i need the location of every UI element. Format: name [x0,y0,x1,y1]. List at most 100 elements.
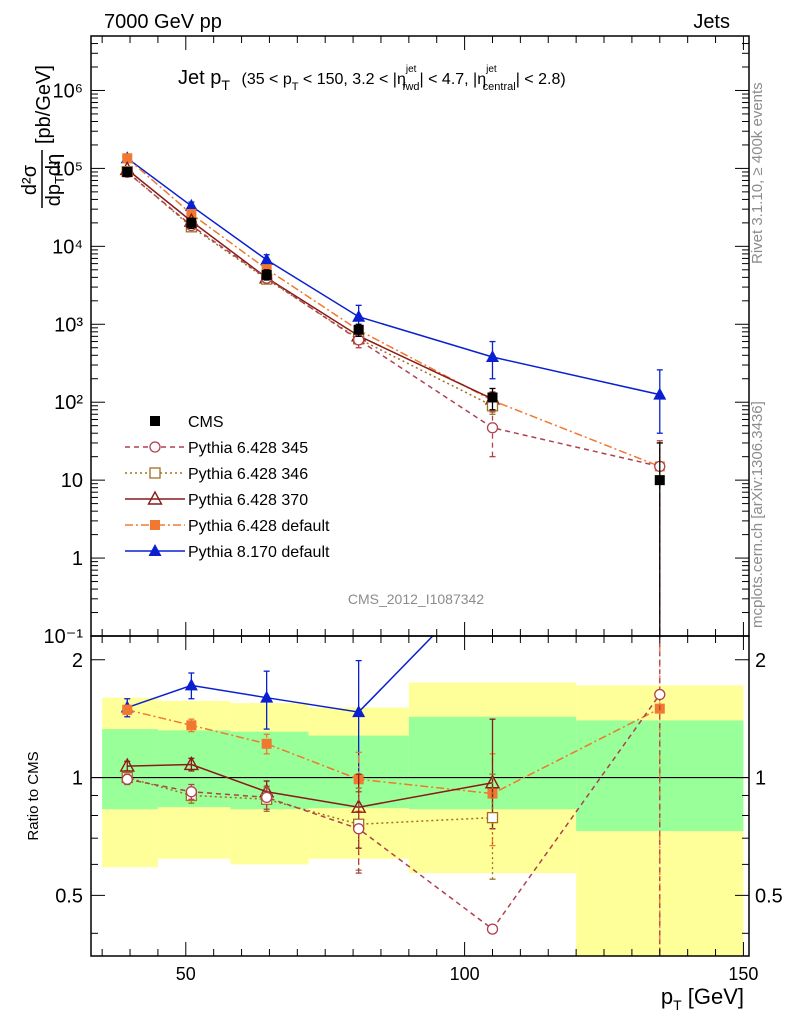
ratio-y-tick-label-right: 2 [755,650,766,672]
plot-title-rest3: | < 2.8) [516,71,566,88]
main-line [126,157,660,396]
main-point [653,387,667,400]
main-point [352,309,366,322]
legend-label: Pythia 6.428 default [188,518,330,535]
main-series-pythia-6-428-default [122,153,665,636]
legend-marker [148,544,162,556]
main-point [261,269,272,280]
ratio-point [352,705,366,718]
legend-marker [150,520,160,530]
main-y-tick-label: 10⁻¹ [44,626,84,648]
legend-entry: Pythia 6.428 345 [125,440,308,457]
ratio-y-tick-label-left: 1 [72,768,83,790]
ratio-series-pythia-6-428-345 [121,636,666,956]
ratio-point [353,823,365,835]
ratio-line [127,707,661,795]
main-ylabel-units: [pb/GeV] [33,65,55,144]
main-y-tick-label: 10⁵ [52,158,83,180]
ratio-point [121,773,133,785]
main-ylabel: d²σ dpTdη [pb/GeV] [19,65,67,208]
ratio-uncertainty-bands [102,682,744,956]
ratio-point [122,704,133,715]
energy-label: 7000 GeV pp [104,11,222,33]
legend-marker [149,467,161,479]
main-series-pythia-8-170-default [120,151,667,434]
legend-label: Pythia 6.428 346 [188,466,308,483]
ratio-point [119,757,135,772]
ratio-point [350,798,367,813]
plot-title-main: Jet p [178,67,221,89]
legend-entry: Pythia 6.428 default [125,518,330,535]
legend-marker [150,416,160,426]
ratio-series-group [119,568,666,956]
x-axis-label: pT [GeV] [661,984,744,1013]
mcplots-note: mcplots.cern.ch [arXiv:1306.3436] [749,401,766,628]
main-point [260,252,274,265]
main-point [261,264,272,275]
x-tick-label: 100 [450,964,480,984]
analysis-name: CMS_2012_I1087342 [348,591,484,607]
main-point [486,422,499,434]
ratio-ylabel: Ratio to CMS [25,751,42,840]
plot-title-range: (35 < p [241,71,291,88]
ratio-point [261,738,272,749]
x-axis-label-sub: T [673,997,682,1013]
main-point [186,217,197,228]
plot-title: Jet pT (35 < pT < 150, 3.2 < |ηjet fwd| <… [178,64,566,95]
legend-entry: Pythia 8.170 default [125,544,330,561]
main-y-tick-label: 10 [61,470,83,492]
main-series-cms [122,166,665,636]
x-tick-label: 50 [176,964,196,984]
main-point [184,198,198,211]
legend-entry: Pythia 6.428 346 [125,466,308,483]
main-point [122,166,133,177]
main-point [353,324,364,335]
ratio-line [127,694,661,931]
process-label: Jets [693,11,730,33]
ratio-point [261,791,273,804]
plot-title-main-sub: T [221,77,230,93]
plot-title-rest2: | < 4.7, |η [420,71,487,88]
main-line [126,168,493,400]
ratio-y-tick-label-right: 0.5 [755,885,783,907]
main-y-tick-label: 10⁴ [52,236,83,258]
main-line [126,171,493,407]
ratio-point [654,688,666,701]
ratio-point [184,678,198,691]
ratio-y-tick-label-left: 2 [72,650,83,672]
main-y-tick-label: 10⁶ [53,80,83,102]
main-ylabel-frac-den: dpTdη [43,154,67,206]
main-point [487,392,498,403]
rivet-note: Rivet 3.1.10, ≥ 400k events [749,82,766,264]
main-point [122,153,133,164]
ratio-point [260,690,274,703]
ratio-point [486,811,499,824]
legend-label: Pythia 6.428 370 [188,492,308,509]
ratio-point [486,568,499,580]
plot-title-sup2: jet [485,64,497,75]
ratio-y-tick-label-right: 1 [755,768,766,790]
x-axis-label-units: [GeV] [682,984,744,1009]
inner-band-0 [102,729,158,810]
main-y-tick-label: 10³ [54,314,83,336]
plot-title-sub1: fwd [402,81,419,93]
x-axis-label-main: p [661,984,673,1009]
main-series-group [119,151,667,636]
ratio-y-tick-label-left: 0.5 [55,885,83,907]
plot-title-range-sub: T [292,81,299,93]
legend-marker [149,441,161,453]
plot-title-sub2: central [483,81,516,93]
legend: CMS Pythia 6.428 345 Pythia 6.428 346 Pythi… [125,414,330,561]
main-point [654,475,665,486]
main-series-pythia-6-428-370 [119,160,501,409]
legend-marker [147,490,163,505]
axis-ticks: 50 100 150 10⁻¹ 1 10 10² 10³ 10⁴ 10⁵ 10⁶ 0.5 0.5 1 1 2 2 [44,35,783,984]
plot-title-sup1: jet [405,64,417,75]
ratio-point [486,923,499,935]
plot-title-rest1: < 150, 3.2 < |η [298,71,405,88]
ratio-point [185,786,198,798]
ratio-frame [90,635,750,957]
main-y-tick-label: 1 [72,548,83,570]
main-ylabel-frac-num: d²σ [19,164,41,195]
